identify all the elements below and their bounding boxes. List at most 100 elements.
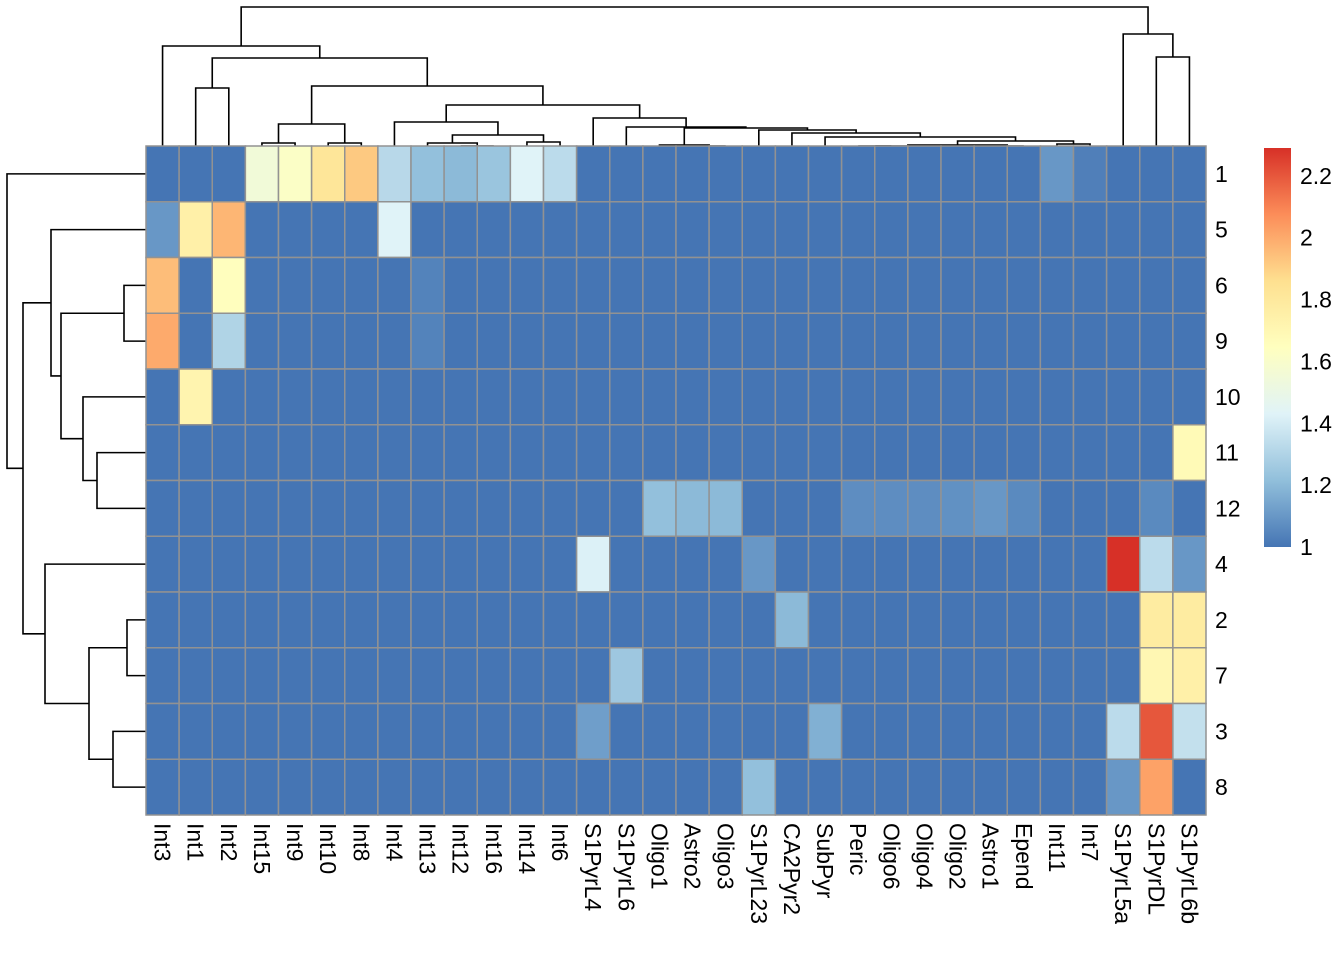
heatmap-cell	[642, 535, 677, 593]
column-label: Oligo1	[646, 823, 672, 889]
heatmap-cell	[1139, 368, 1174, 426]
heatmap-cell	[609, 312, 644, 370]
heatmap-cell	[145, 758, 180, 816]
heatmap-cell	[1172, 479, 1207, 537]
heatmap-cell	[310, 312, 346, 370]
dendrogram-branch	[240, 6, 1149, 46]
heatmap-cell	[211, 256, 247, 314]
row-label: 11	[1215, 440, 1239, 466]
heatmap-cell	[244, 312, 280, 370]
heatmap-cell	[609, 591, 644, 649]
heatmap-cell	[443, 702, 478, 760]
heatmap-cell	[874, 591, 909, 649]
heatmap-cell	[741, 256, 777, 314]
heatmap-cell	[1039, 647, 1075, 705]
heatmap-cell	[774, 702, 810, 760]
heatmap-cell	[476, 479, 512, 537]
heatmap-cell	[907, 535, 942, 593]
heatmap-cell	[940, 591, 975, 649]
heatmap-cell	[211, 591, 247, 649]
heatmap-cell	[840, 591, 876, 649]
legend-color-bar	[1264, 148, 1291, 547]
heatmap-cell	[675, 479, 710, 537]
heatmap-cell	[575, 312, 611, 370]
heatmap-cell	[774, 312, 810, 370]
heatmap-cell	[1006, 591, 1042, 649]
heatmap-cell	[377, 145, 412, 203]
heatmap-cell	[642, 201, 677, 259]
heatmap-cell	[1172, 591, 1207, 649]
heatmap-cell	[940, 424, 975, 482]
heatmap-cell	[542, 424, 578, 482]
heatmap-cell	[377, 535, 412, 593]
heatmap-cell	[410, 145, 445, 203]
heatmap-cell	[940, 479, 975, 537]
heatmap-cell	[310, 424, 346, 482]
heatmap-cell	[1105, 535, 1141, 593]
heatmap-cell	[310, 535, 346, 593]
heatmap-cell	[310, 479, 346, 537]
heatmap-cell	[973, 368, 1008, 426]
heatmap-cell	[973, 145, 1008, 203]
heatmap-cell	[708, 702, 743, 760]
heatmap-cell	[1139, 256, 1174, 314]
heatmap-cell	[509, 758, 545, 816]
heatmap-cell	[708, 758, 743, 816]
column-label: Int4	[381, 823, 407, 862]
heatmap-cell	[1139, 647, 1174, 705]
heatmap-cell	[178, 201, 213, 259]
heatmap-cell	[609, 201, 644, 259]
heatmap-cell	[642, 256, 677, 314]
heatmap-cell	[277, 479, 313, 537]
heatmap-cell	[1039, 201, 1075, 259]
heatmap-cell	[310, 201, 346, 259]
dendrogram-branch	[112, 730, 146, 788]
heatmap-cell	[1139, 201, 1174, 259]
heatmap-cell	[907, 591, 942, 649]
column-label: Int16	[481, 823, 507, 874]
heatmap-cell	[609, 368, 644, 426]
heatmap-cell	[145, 424, 180, 482]
heatmap-cell	[277, 591, 313, 649]
row-label: 1	[1215, 161, 1228, 187]
heatmap-cell	[575, 201, 611, 259]
heatmap-cell	[443, 758, 478, 816]
heatmap-cell	[277, 647, 313, 705]
heatmap-cell	[940, 256, 975, 314]
heatmap-cell	[907, 312, 942, 370]
heatmap-cell	[774, 201, 810, 259]
dendrogram-branch	[126, 619, 146, 677]
heatmap-cell	[178, 145, 213, 203]
heatmap-cell	[907, 758, 942, 816]
column-label: Int1	[183, 823, 209, 861]
column-label: Peric	[845, 823, 871, 875]
heatmap-cell	[1139, 479, 1174, 537]
heatmap-cell	[211, 368, 247, 426]
heatmap-cell	[377, 758, 412, 816]
heatmap-cell	[211, 702, 247, 760]
heatmap-cell	[807, 758, 843, 816]
heatmap-cell	[973, 256, 1008, 314]
heatmap-cell	[410, 312, 445, 370]
legend-tick-label: 1.6	[1300, 348, 1332, 374]
heatmap-cell	[542, 647, 578, 705]
heatmap-cell	[1105, 647, 1141, 705]
legend-tick-label: 2.2	[1300, 163, 1332, 189]
heatmap-cell	[509, 479, 545, 537]
column-label: Astro2	[680, 823, 706, 889]
heatmap-cell	[642, 647, 677, 705]
heatmap-cell	[443, 201, 478, 259]
heatmap-cell	[1039, 145, 1075, 203]
heatmap-cell	[973, 312, 1008, 370]
heatmap-cell	[1006, 256, 1042, 314]
heatmap-cell	[840, 368, 876, 426]
heatmap-cell	[178, 256, 213, 314]
heatmap-cell	[907, 368, 942, 426]
heatmap-cell	[807, 201, 843, 259]
dendrogram-branch	[22, 301, 51, 635]
heatmap-cell	[774, 591, 810, 649]
column-label: Int15	[249, 823, 275, 874]
heatmap-cell	[774, 256, 810, 314]
heatmap-cell	[410, 256, 445, 314]
heatmap-cell	[443, 591, 478, 649]
